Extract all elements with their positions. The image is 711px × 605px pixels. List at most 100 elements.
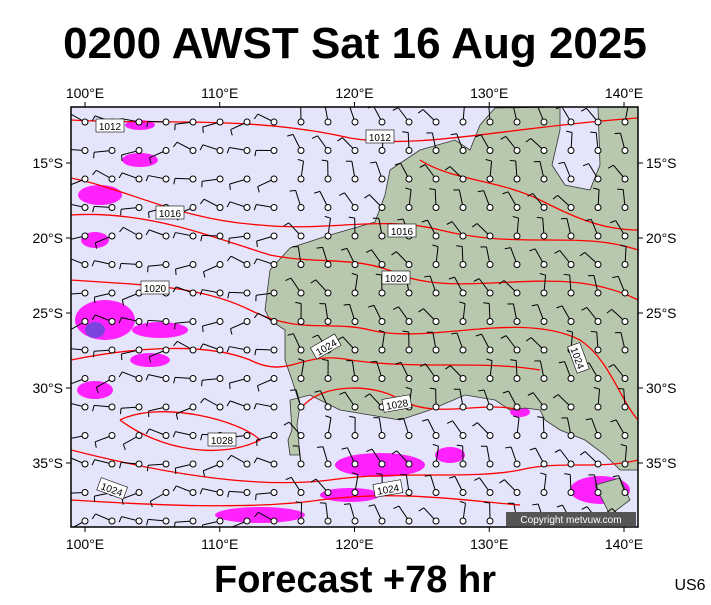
barb-station (622, 461, 628, 467)
barb-flag (564, 274, 570, 275)
barb-station (406, 347, 412, 353)
barb-station (136, 319, 142, 325)
lat-label: 30°S (32, 380, 63, 396)
barb-station (541, 119, 547, 125)
barb-station (352, 119, 358, 125)
barb-station (406, 119, 412, 125)
barb-station (460, 461, 466, 467)
barb-station (595, 119, 601, 125)
isobar-value: 1020 (144, 284, 167, 295)
lon-label: 120°E (335, 536, 373, 552)
barb-station (325, 119, 331, 125)
barb-station (190, 262, 196, 268)
barb-station (622, 490, 628, 496)
barb-station (163, 176, 169, 182)
barb-station (514, 205, 520, 211)
barb-station (595, 347, 601, 353)
barb-station (487, 319, 493, 325)
barb-station (433, 518, 439, 524)
barb-station (379, 176, 385, 182)
barb-station (163, 461, 169, 467)
barb-station (514, 404, 520, 410)
barb-station (190, 490, 196, 496)
barb-station (622, 148, 628, 154)
barb-station (568, 148, 574, 154)
barb-flag (66, 294, 67, 300)
barb-station (595, 461, 601, 467)
barb-station (217, 347, 223, 353)
barb-station (163, 148, 169, 154)
barb-station (244, 490, 250, 496)
barb-station (298, 290, 304, 296)
barb-station (595, 490, 601, 496)
barb-station (460, 319, 466, 325)
barb-station (433, 490, 439, 496)
isobar-label: 1016 (156, 206, 184, 220)
barb-station (514, 119, 520, 125)
barb-station (406, 205, 412, 211)
barb-station (190, 319, 196, 325)
barb-station (622, 433, 628, 439)
barb-flag (65, 258, 68, 263)
barb-station (406, 176, 412, 182)
barb-station (190, 119, 196, 125)
barb-station (433, 119, 439, 125)
barb-station (622, 319, 628, 325)
barb-station (244, 148, 250, 154)
barb-station (325, 518, 331, 524)
barb-station (379, 262, 385, 268)
barb-station (109, 176, 115, 182)
lat-label: 20°S (32, 230, 63, 246)
barb-station (514, 319, 520, 325)
barb-station (433, 376, 439, 382)
barb-station (109, 461, 115, 467)
lat-label: 15°S (32, 155, 63, 171)
barb-station (406, 262, 412, 268)
lat-label: 25°S (32, 305, 63, 321)
barb-station (622, 233, 628, 239)
barb-flag (618, 388, 624, 389)
barb-station (379, 347, 385, 353)
barb-station (163, 404, 169, 410)
barb-station (433, 347, 439, 353)
lon-label: 140°E (605, 85, 643, 101)
barb-station (352, 176, 358, 182)
barb-station (325, 148, 331, 154)
barb-station (109, 376, 115, 382)
lat-label: 25°S (646, 305, 677, 321)
isobar-value: 1012 (369, 133, 392, 144)
code: US6 (674, 577, 705, 594)
barb-station (136, 148, 142, 154)
barb-station (514, 461, 520, 467)
barb-station (244, 262, 250, 268)
barb-flag (120, 408, 121, 414)
lat-label: 15°S (646, 155, 677, 171)
barb-station (460, 148, 466, 154)
barb-station (244, 376, 250, 382)
barb-station (298, 461, 304, 467)
barb-station (541, 433, 547, 439)
barb-station (541, 461, 547, 467)
barb-station (109, 404, 115, 410)
forecast: Forecast +78 hr (214, 559, 496, 600)
barb-station (298, 319, 304, 325)
barb-station (217, 490, 223, 496)
barb-station (217, 119, 223, 125)
barb-station (352, 262, 358, 268)
barb-station (460, 262, 466, 268)
barb-station (190, 148, 196, 154)
barb-station (379, 319, 385, 325)
barb-station (82, 119, 88, 125)
isobar-label: 1012 (366, 130, 394, 144)
barb-station (595, 376, 601, 382)
isobar-value: 1028 (211, 436, 234, 447)
barb-station (406, 290, 412, 296)
map-area: Copyright metvuw.com (65, 102, 638, 535)
barb-station (487, 290, 493, 296)
barb-station (109, 148, 115, 154)
barb-station (352, 518, 358, 524)
lon-label: 110°E (201, 536, 238, 552)
isobar-label: 1020 (382, 271, 410, 285)
barb-station (487, 233, 493, 239)
barb-station (82, 490, 88, 496)
